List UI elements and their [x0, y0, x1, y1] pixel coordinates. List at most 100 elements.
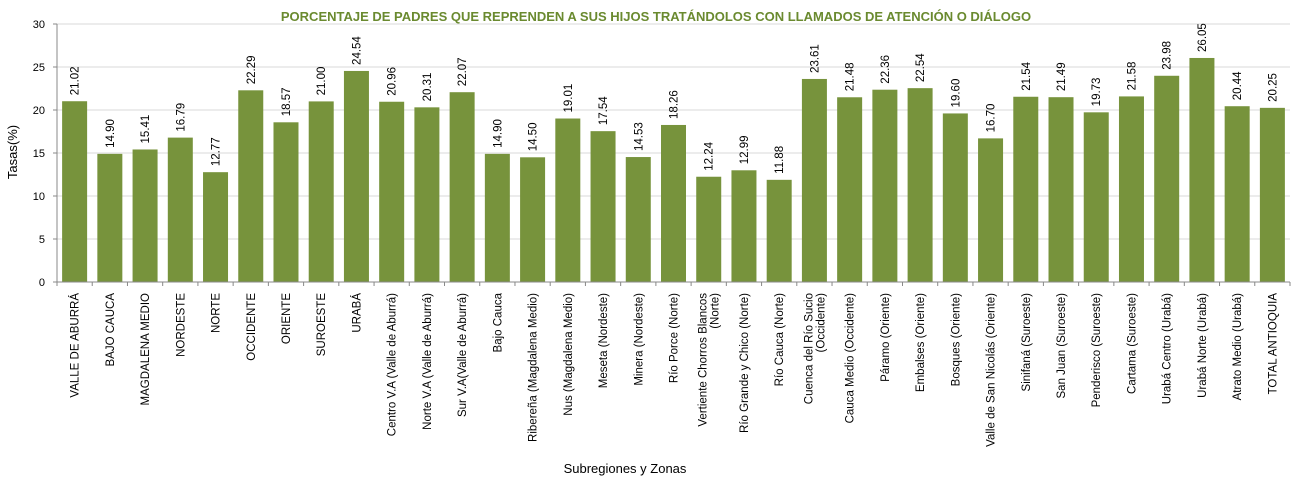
category-label: VALLE DE ABURRÁ	[69, 293, 82, 398]
category-label: Atrato Medio (Urabá)	[1232, 293, 1244, 401]
data-label: 21.58	[1126, 62, 1138, 91]
bar	[731, 170, 757, 282]
data-label: 18.57	[281, 88, 293, 117]
bar	[1259, 107, 1285, 282]
data-label: 21.49	[1056, 62, 1068, 91]
bar	[520, 157, 546, 282]
bar	[978, 138, 1004, 282]
data-label: 23.61	[809, 44, 821, 73]
category-label: Río Porce (Norte)	[669, 293, 681, 383]
bar	[449, 92, 475, 282]
category-label: Cartama (Suroeste)	[1126, 293, 1138, 394]
bars	[62, 57, 1285, 283]
y-axis-label: Tasas(%)	[5, 125, 20, 179]
y-tick-label: 15	[33, 148, 45, 160]
category-label: NORTE	[211, 293, 223, 333]
y-tick-label: 0	[39, 277, 45, 289]
category-label: Centro V.A (Valle de Aburrá)	[387, 293, 399, 436]
data-label: 24.54	[351, 36, 363, 65]
bar	[837, 97, 863, 282]
data-label: 21.02	[70, 66, 82, 95]
data-label: 20.44	[1232, 71, 1244, 100]
category-label: OCCIDENTE	[246, 293, 258, 361]
bar	[97, 153, 123, 282]
axes	[53, 23, 1291, 286]
data-label: 14.90	[492, 119, 504, 148]
data-label: 20.96	[387, 67, 399, 96]
category-label: ORIENTE	[281, 293, 293, 344]
data-label: 16.79	[175, 103, 187, 132]
category-label: SUROESTE	[316, 293, 328, 357]
y-tick-label: 5	[39, 234, 45, 246]
data-label: 14.50	[528, 123, 540, 152]
bar	[590, 131, 616, 282]
category-label: Embalses (Oriente)	[915, 293, 927, 392]
data-label: 22.29	[246, 56, 258, 85]
bar	[907, 88, 933, 282]
category-label: Ribereña (Magdalena Medio)	[528, 293, 540, 442]
category-label: MAGDALENA MEDIO	[140, 293, 152, 406]
bar	[484, 153, 510, 282]
category-label: BAJO CAUCA	[105, 293, 117, 367]
data-label: 11.88	[774, 146, 786, 174]
category-label: Bosques (Oriente)	[950, 293, 962, 386]
labels: 0 5 10 15 20 25 30 21.02 VALLE DE ABURRÁ 14.90 BAJ…	[33, 19, 1280, 447]
data-label: 16.70	[986, 104, 998, 133]
data-label: 12.24	[704, 141, 716, 170]
bar	[1224, 106, 1250, 282]
category-label: Meseta (Nordeste)	[598, 293, 610, 388]
bar	[625, 157, 651, 282]
x-axis-label: Subregiones y Zonas	[564, 461, 687, 476]
data-label: 22.54	[915, 53, 927, 82]
category-label: Páramo (Oriente)	[880, 293, 892, 382]
data-label: 17.54	[598, 96, 610, 125]
category-label: Minera (Nordeste)	[633, 293, 645, 386]
category-label: San Juan (Suroeste)	[1056, 293, 1068, 399]
data-label: 12.99	[739, 136, 751, 165]
data-label: 14.53	[633, 122, 645, 151]
bar	[555, 118, 581, 282]
bar	[167, 137, 193, 282]
category-label: Río Cauca (Norte)	[774, 293, 786, 386]
bar	[132, 149, 158, 282]
y-tick-label: 10	[33, 191, 45, 203]
category-label: Norte V.A (Valle de Aburrá)	[422, 293, 434, 430]
bar	[766, 179, 792, 282]
data-label: 23.98	[1162, 41, 1174, 70]
category-label: Sinifaná (Suroeste)	[1021, 293, 1033, 392]
data-label: 19.60	[950, 79, 962, 108]
category-label: Urabá Centro (Urabá)	[1162, 293, 1174, 404]
bar	[872, 89, 898, 282]
bar	[308, 101, 334, 283]
data-label: 14.90	[105, 119, 117, 148]
category-label: Vertiente Chorros Blancos	[698, 293, 710, 427]
category-label: URABÁ	[350, 293, 363, 333]
bar	[1189, 57, 1215, 282]
bar	[238, 90, 264, 282]
bar	[1048, 97, 1074, 282]
data-label: 18.26	[669, 90, 681, 119]
y-tick-label: 25	[33, 62, 45, 74]
category-label: Sur V.A(Valle de Aburrá)	[457, 293, 469, 417]
bar	[696, 176, 722, 282]
category-label: TOTAL ANTIOQUIA	[1267, 293, 1279, 395]
data-label: 21.00	[316, 67, 328, 96]
bar	[273, 122, 299, 282]
category-label: Río Grande y Chico (Norte)	[739, 293, 751, 433]
chart-title: PORCENTAJE DE PADRES QUE REPRENDEN A SUS…	[281, 9, 1031, 24]
data-label: 21.54	[1021, 61, 1033, 90]
bar	[661, 124, 686, 283]
category-label: Cuenca del Río Sucio	[803, 293, 815, 404]
category-label: Bajo Cauca	[492, 292, 504, 352]
category-label: Urabá Norte (Urabá)	[1197, 293, 1209, 398]
data-label: 26.05	[1197, 23, 1209, 52]
category-label: NORDESTE	[175, 293, 187, 357]
category-label: Nus (Magdalena Medio)	[563, 293, 575, 416]
bar	[414, 107, 440, 282]
data-label: 20.31	[422, 73, 434, 102]
data-label: 20.25	[1267, 73, 1279, 102]
data-label: 15.41	[140, 115, 152, 144]
bar	[203, 172, 229, 282]
bar	[1013, 96, 1039, 282]
